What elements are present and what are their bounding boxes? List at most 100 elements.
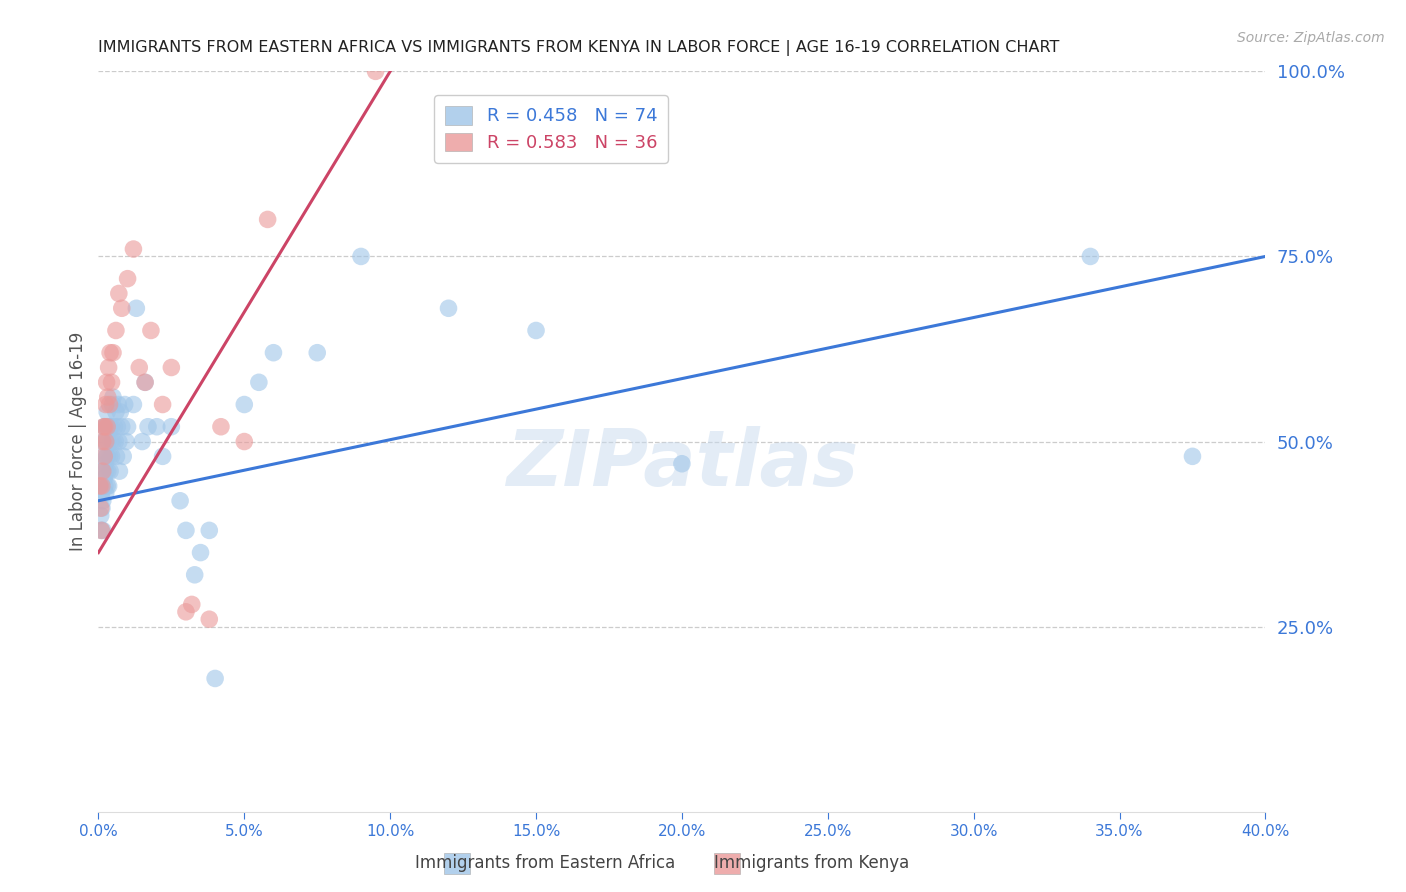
Point (131, 434, 153, 449)
Point (90, 508, 112, 523)
Point (117, 271, 139, 285)
Point (190, 546, 212, 560)
Point (146, 419, 169, 434)
Point (350, 250, 373, 264)
Point (90, 501, 112, 516)
Point (104, 405, 127, 419)
Point (96, 419, 118, 434)
Point (94, 419, 117, 434)
Point (174, 605, 197, 619)
Point (233, 434, 256, 449)
Legend: R = 0.458   N = 74, R = 0.583   N = 36: R = 0.458 N = 74, R = 0.583 N = 36 (434, 95, 668, 162)
Text: Immigrants from Eastern Africa: Immigrants from Eastern Africa (394, 855, 675, 872)
Point (96, 450, 118, 464)
Point (152, 450, 174, 464)
Point (174, 524, 197, 538)
Point (91, 524, 114, 538)
Point (204, 672, 226, 686)
Point (122, 242, 145, 256)
Point (247, 376, 270, 390)
Point (97, 419, 120, 434)
Point (96, 405, 118, 419)
Point (108, 286, 131, 301)
Point (134, 376, 156, 390)
Point (97, 360, 120, 375)
Point (94, 398, 117, 412)
Point (117, 419, 139, 434)
Point (169, 493, 191, 508)
Point (128, 360, 150, 375)
Point (94, 434, 117, 449)
Point (122, 398, 145, 412)
Point (96, 450, 118, 464)
Point (437, 301, 460, 316)
Text: Immigrants from Kenya: Immigrants from Kenya (693, 855, 910, 872)
Point (183, 567, 205, 582)
Text: Source: ZipAtlas.com: Source: ZipAtlas.com (1237, 31, 1385, 45)
Text: ZIPatlas: ZIPatlas (506, 425, 858, 502)
Point (104, 324, 127, 338)
Point (105, 450, 128, 464)
Point (101, 390, 124, 404)
Point (209, 419, 232, 434)
Point (98, 419, 121, 434)
Point (93, 419, 115, 434)
Point (94, 479, 117, 493)
Point (96, 376, 118, 390)
Point (94, 419, 117, 434)
Point (114, 398, 136, 412)
Point (104, 434, 127, 449)
Point (180, 598, 202, 612)
Point (136, 419, 159, 434)
Point (307, 345, 329, 359)
Point (256, 212, 278, 227)
Point (97, 479, 120, 493)
Point (107, 398, 129, 412)
Point (90, 524, 112, 538)
Point (671, 457, 693, 471)
Point (90, 486, 112, 500)
Point (96, 419, 118, 434)
Point (89, 479, 111, 493)
Point (98, 450, 121, 464)
Point (89, 479, 111, 493)
Point (90, 479, 112, 493)
Point (115, 434, 138, 449)
Point (100, 419, 122, 434)
Point (100, 450, 122, 464)
Point (96, 479, 118, 493)
Text: IMMIGRANTS FROM EASTERN AFRICA VS IMMIGRANTS FROM KENYA IN LABOR FORCE | AGE 16-: IMMIGRANTS FROM EASTERN AFRICA VS IMMIGR… (98, 40, 1060, 56)
Point (98, 464, 121, 478)
Point (98, 398, 121, 412)
Point (93, 434, 115, 449)
Point (101, 398, 124, 412)
Point (112, 450, 135, 464)
Point (139, 324, 162, 338)
Point (111, 301, 134, 316)
Point (97, 390, 120, 404)
Point (98, 345, 121, 359)
Point (91, 464, 114, 478)
Point (97, 434, 120, 449)
Point (93, 419, 115, 434)
Point (125, 301, 148, 316)
Point (94, 464, 117, 478)
Point (160, 360, 183, 375)
Point (94, 457, 117, 471)
Point (91, 434, 114, 449)
Point (1080, 250, 1102, 264)
Point (100, 434, 122, 449)
Point (101, 345, 124, 359)
Point (152, 398, 174, 412)
Point (108, 434, 131, 449)
Point (93, 450, 115, 464)
Point (105, 419, 128, 434)
Point (198, 524, 221, 538)
Point (97, 464, 120, 478)
Point (90, 524, 112, 538)
Point (91, 464, 114, 478)
Point (262, 345, 284, 359)
Point (134, 376, 156, 390)
Point (524, 324, 547, 338)
Point (160, 419, 183, 434)
